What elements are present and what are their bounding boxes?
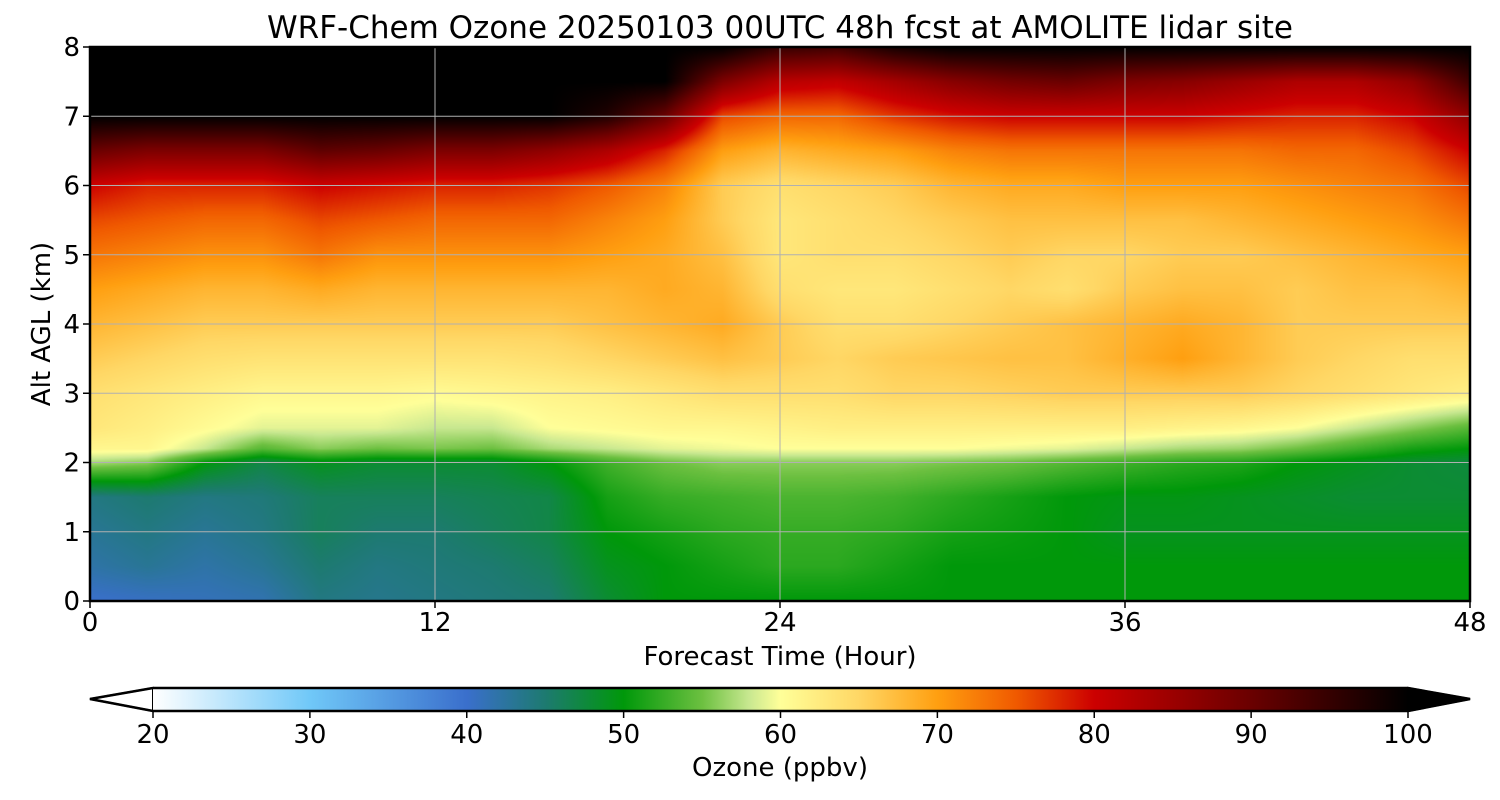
y-tick-label: 1 bbox=[63, 518, 80, 548]
colorbar: 20 30 40 50 60 70 80 90 100 bbox=[89, 686, 1471, 750]
y-tick-label: 3 bbox=[63, 379, 80, 409]
colorbar-ticks: 20 30 40 50 60 70 80 90 100 bbox=[136, 711, 1433, 750]
colorbar-extend-low bbox=[89, 686, 154, 713]
colorbar-tick-label: 20 bbox=[136, 720, 169, 750]
x-tick-label: 24 bbox=[763, 608, 796, 638]
colorbar-tick-label: 90 bbox=[1235, 720, 1268, 750]
y-tick-label: 7 bbox=[63, 102, 80, 132]
y-tick-label: 5 bbox=[63, 241, 80, 271]
x-tick-label: 0 bbox=[82, 608, 99, 638]
x-tick-label: 48 bbox=[1453, 608, 1486, 638]
colorbar-tick-label: 60 bbox=[764, 720, 797, 750]
y-tick-label: 4 bbox=[63, 310, 80, 340]
colorbar-tick-label: 100 bbox=[1383, 720, 1433, 750]
colorbar-label: Ozone (ppbv) bbox=[692, 753, 868, 783]
x-axis: 0 12 24 36 48 bbox=[82, 601, 1487, 638]
y-tick-label: 0 bbox=[63, 587, 80, 617]
y-tick-label: 6 bbox=[63, 172, 80, 202]
y-axis: 0 1 2 3 4 5 6 7 8 bbox=[63, 33, 90, 617]
y-tick-label: 8 bbox=[63, 33, 80, 63]
colorbar-tick-label: 80 bbox=[1078, 720, 1111, 750]
colorbar-body bbox=[153, 688, 1408, 711]
colorbar-tick-label: 30 bbox=[293, 720, 326, 750]
colorbar-extend-high bbox=[1407, 686, 1471, 713]
x-tick-label: 12 bbox=[418, 608, 451, 638]
y-axis-label: Alt AGL (km) bbox=[27, 242, 57, 406]
x-axis-label: Forecast Time (Hour) bbox=[643, 642, 916, 672]
colorbar-tick-label: 50 bbox=[607, 720, 640, 750]
y-tick-label: 2 bbox=[63, 449, 80, 479]
colorbar-tick-label: 70 bbox=[921, 720, 954, 750]
chart-title: WRF-Chem Ozone 20250103 00UTC 48h fcst a… bbox=[267, 10, 1293, 46]
x-tick-label: 36 bbox=[1108, 608, 1141, 638]
colorbar-tick-label: 40 bbox=[450, 720, 483, 750]
